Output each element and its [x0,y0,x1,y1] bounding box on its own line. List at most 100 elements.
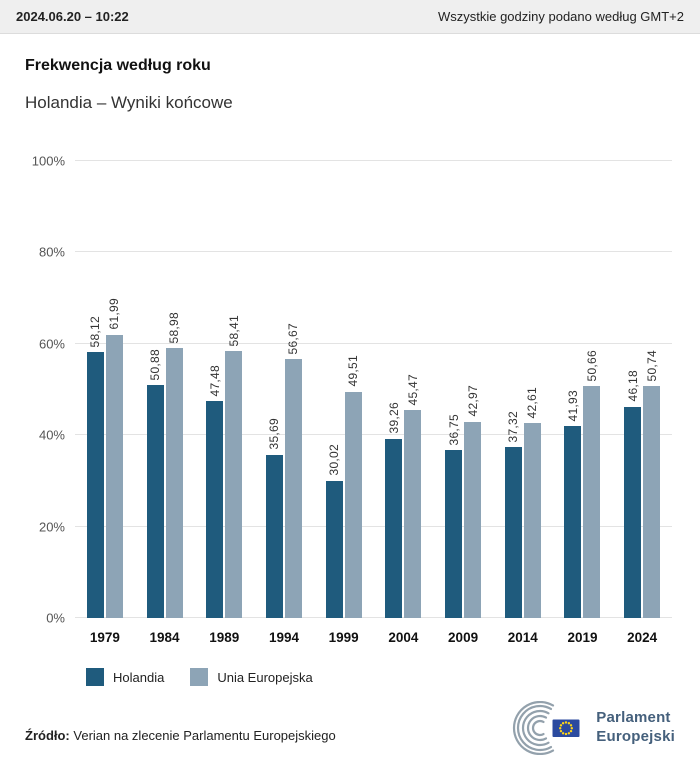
x-label-1994: 1994 [268,630,299,645]
ep-logo: Parlament Europejski [510,701,675,755]
gridline-80 [75,251,672,253]
x-label-1984: 1984 [149,630,180,645]
gridline-100 [75,160,672,161]
ep-logo-graphic [513,701,580,755]
bar-holandia-1989: 47,48 [206,365,224,618]
bar-unia-europejska-1994: 56,67 [284,323,302,618]
footer: Źródło: Verian na zlecenie Parlamentu Eu… [0,701,700,764]
header-bar: 2024.06.20 – 10:22 Wszystkie godziny pod… [0,0,700,34]
bar-unia-europejska-2009: 42,97 [464,385,482,618]
source-text: Verian na zlecenie Parlamentu Europejski… [73,728,336,743]
y-tick-label-100: 100% [31,153,65,169]
bar-unia-europejska-1979: 61,99 [105,298,123,618]
bar-unia-europejska-2004: 45,47 [404,374,422,618]
legend-swatch-holandia [86,668,104,686]
ep-logo-line2: Europejski [596,728,675,745]
y-tick-label-80: 80% [38,244,65,260]
x-label-2019: 2019 [567,630,598,645]
bar-value-label: 36,75 [446,413,461,446]
x-labels: 1979 1984 1989 1994 1999 2004 2009 2014 2019 2024 [75,618,672,645]
turnout-chart: 0% 20% 40% 60% 80% 100% 58,12 61,99 50,88 58,98 4… [0,154,700,626]
header-timezone-note: Wszystkie godziny podano według GMT+2 [437,9,684,24]
bar-value-label-wrap: 50,74 [633,350,670,382]
bar-group-2009: 36,75 42,97 [433,161,493,618]
source-label: Źródło: [25,728,70,743]
bar-value-label: 42,61 [525,386,540,419]
bar-group-2014: 37,32 42,61 [493,161,553,618]
bar-unia-europejska-2014: 42,61 [523,387,541,618]
ep-logo-text: Parlament Europejski [596,709,675,747]
bar-value-label: 41,93 [565,389,580,422]
bar-unia-europejska-1999: 49,51 [344,355,362,618]
bar-group-2024: 46,18 50,74 [612,161,672,618]
y-axis: 0% 20% 40% 60% 80% 100% [0,154,75,626]
bar-unia-europejska-1984: 58,98 [165,312,183,618]
bar-value-label: 35,69 [267,418,282,450]
y-tick-label-20: 20% [38,519,65,535]
bar-holandia-1984: 50,88 [146,349,164,618]
bar-value-label: 50,88 [148,348,163,381]
bar-value-label-wrap: 61,99 [96,298,133,330]
bar-unia-europejska-2024: 50,74 [643,350,661,618]
bar-value-label-wrap: 42,97 [454,385,491,417]
bar-value-label-wrap: 56,67 [275,323,312,355]
bar-value-label: 58,41 [226,314,241,347]
gridline-40 [75,434,672,436]
bar-value-label: 50,74 [644,349,659,382]
bar-group-1984: 50,88 58,98 [135,161,195,618]
bar-value-label-wrap: 58,98 [156,312,193,344]
y-tick-label-0: 0% [46,610,65,626]
bar-value-label: 47,48 [207,364,222,397]
x-label-1999: 1999 [328,630,359,645]
source-note: Źródło: Verian na zlecenie Parlamentu Eu… [25,728,336,755]
bar-group-1989: 47,48 58,41 [194,161,254,618]
bar-value-label: 49,51 [346,355,361,387]
bar-group-2019: 41,93 50,66 [553,161,613,618]
bar-holandia-1994: 35,69 [265,418,283,618]
bar-value-label: 30,02 [327,444,342,476]
bar-value-label: 58,98 [167,311,182,344]
x-label-2004: 2004 [388,630,419,645]
header-datetime: 2024.06.20 – 10:22 [16,9,129,24]
bar-value-label-wrap: 49,51 [335,355,372,387]
bar-value-label: 42,97 [465,385,480,417]
bar-group-1994: 35,69 56,67 [254,161,314,618]
bar-holandia-1999: 30,02 [325,444,343,618]
bar-value-label-wrap: 42,61 [514,387,551,419]
legend: Holandia Unia Europejska [86,668,700,686]
bar-group-1979: 58,12 61,99 [75,161,135,618]
x-label-2014: 2014 [507,630,538,645]
bar-holandia-2024: 46,18 [624,370,642,618]
bar-unia-europejska-1989: 58,41 [225,315,243,618]
gridline-20 [75,525,672,527]
y-tick-label-40: 40% [38,427,65,443]
bar-holandia-2019: 41,93 [564,390,582,618]
x-label-2024: 2024 [627,630,658,645]
bar-holandia-2004: 39,26 [385,402,403,618]
legend-label-holandia: Holandia [113,669,165,685]
legend-swatch-unia-europejska [190,668,209,686]
legend-item-unia-europejska: Unia Europejska [190,668,313,686]
x-label-2009: 2009 [448,630,479,645]
x-label-1979: 1979 [89,630,120,645]
gridlines [75,160,672,618]
x-label-1989: 1989 [209,630,240,645]
legend-item-holandia: Holandia [86,668,164,686]
chart-subtitle: Holandia – Wyniki końcowe [25,93,233,112]
bar-unia-europejska-2019: 50,66 [583,350,601,618]
gridline-60 [75,342,672,344]
bar-value-label: 39,26 [386,402,401,434]
bar-value-label: 45,47 [405,373,420,406]
eu-flag-icon [552,719,580,737]
bar-holandia-1979: 58,12 [86,316,104,618]
bar-value-label: 61,99 [107,298,122,330]
gridline-0 [75,617,672,618]
ep-logo-line1: Parlament [596,709,671,727]
bar-value-label-wrap: 50,66 [573,350,610,382]
plot-area: 58,12 61,99 50,88 58,98 47,48 58,41 35,69 56,67… [75,160,672,618]
bar-value-label: 50,66 [584,349,599,382]
chart-title: Frekwencja według roku [25,57,211,74]
bar-group-2004: 39,26 45,47 [374,161,434,618]
bar-group-1999: 30,02 49,51 [314,161,374,618]
bar-value-label-wrap: 58,41 [215,315,252,347]
